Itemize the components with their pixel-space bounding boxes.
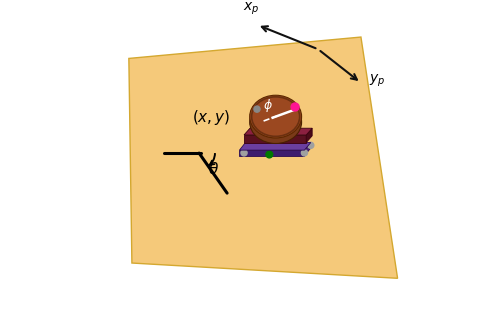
- Circle shape: [240, 150, 246, 156]
- Text: $\phi$: $\phi$: [263, 97, 273, 114]
- Polygon shape: [239, 142, 310, 150]
- Polygon shape: [306, 128, 312, 142]
- Circle shape: [307, 142, 313, 149]
- Ellipse shape: [249, 101, 301, 143]
- Polygon shape: [129, 37, 397, 278]
- Ellipse shape: [249, 95, 301, 138]
- Polygon shape: [304, 142, 310, 156]
- Circle shape: [291, 103, 299, 111]
- Polygon shape: [243, 128, 312, 135]
- Text: $(x,y)$: $(x,y)$: [192, 108, 230, 128]
- Text: $y_p$: $y_p$: [368, 73, 384, 89]
- Circle shape: [301, 150, 307, 156]
- Polygon shape: [239, 150, 304, 156]
- Text: $x_p$: $x_p$: [242, 1, 259, 17]
- Circle shape: [266, 151, 272, 158]
- Text: $\theta$: $\theta$: [207, 161, 218, 177]
- Circle shape: [254, 106, 260, 112]
- Polygon shape: [243, 135, 306, 142]
